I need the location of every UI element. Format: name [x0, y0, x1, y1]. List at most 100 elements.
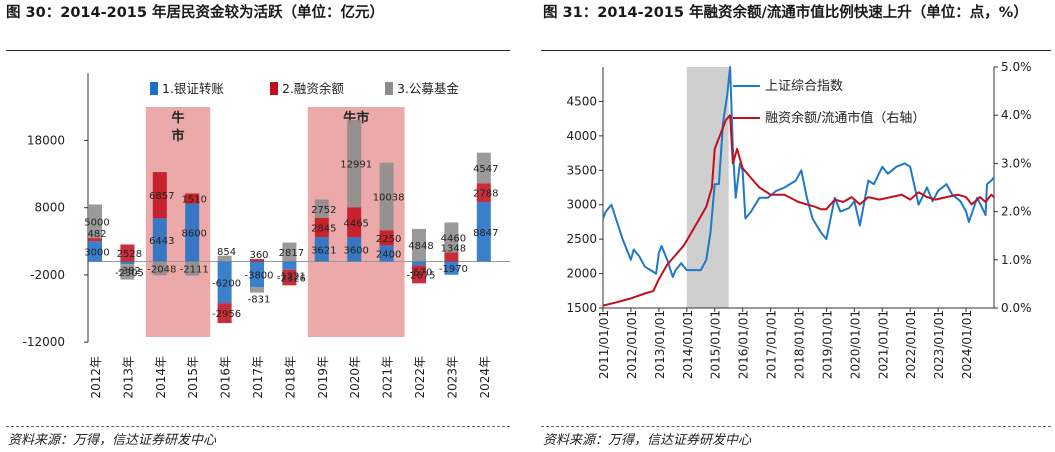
- bar-segment: [88, 204, 102, 239]
- bar-segment: [444, 252, 459, 262]
- left-y-tick-label: 4500: [566, 94, 597, 108]
- bar-segment: [412, 228, 426, 262]
- bar-data-label: 2817: [279, 248, 304, 259]
- bar-segment: [217, 255, 232, 262]
- bar-segment: [250, 259, 264, 262]
- left-y-tick-label: 2500: [566, 232, 597, 246]
- bar-segment: [282, 261, 297, 270]
- bar-segment: [185, 193, 200, 204]
- left-y-tick-label: 2000: [566, 267, 597, 281]
- bar-data-label: -2048: [147, 264, 176, 275]
- bar-segment: [120, 244, 135, 262]
- bar-data-label: 2400: [376, 249, 401, 260]
- bar-segment: [152, 261, 167, 276]
- bar-segment: [217, 261, 232, 304]
- bar-data-label: 1348: [441, 243, 466, 254]
- shaded-period: [686, 67, 729, 308]
- x-tick-label: 2018/01/01: [793, 310, 807, 379]
- bar-segment: [444, 261, 459, 275]
- bar-data-label: 3600: [343, 245, 368, 256]
- bar-data-label: -831: [248, 295, 271, 306]
- bar-segment: [88, 238, 102, 242]
- left-y-tick-label: 1500: [566, 301, 597, 315]
- bar-data-label: 4547: [473, 164, 498, 175]
- x-category-label: 2024年: [478, 356, 492, 399]
- x-category-label: 2017年: [251, 356, 265, 399]
- bar-data-label: 8600: [181, 229, 206, 240]
- bar-segment: [282, 242, 297, 262]
- bar-segment: [412, 261, 426, 266]
- bar-data-label: 3000: [84, 247, 109, 258]
- y-tick-label: -12000: [22, 335, 65, 349]
- right-y-tick-label: 4.0%: [1001, 108, 1032, 122]
- bar-data-label: -2111: [180, 265, 209, 276]
- bar-segment: [347, 119, 362, 208]
- legend-label: 1.银证转账: [162, 81, 224, 96]
- bar-data-label: 1510: [181, 195, 206, 206]
- bar-data-label: 2250: [376, 234, 401, 245]
- legend-swatch: [385, 82, 393, 95]
- legend-swatch: [150, 82, 158, 95]
- right-source-note: 资料来源：万得，信达证券研发中心: [543, 433, 752, 448]
- bar-segment: [314, 237, 329, 262]
- y-tick-label: 8000: [34, 201, 65, 215]
- left-y-tick-label: 3500: [566, 163, 597, 177]
- x-category-label: 2019年: [316, 356, 330, 399]
- bull-market-label: 市: [171, 128, 184, 144]
- bar-segment: [88, 241, 102, 262]
- right-y-tick-label: 1.0%: [1001, 253, 1032, 267]
- x-category-label: 2014年: [154, 356, 168, 399]
- right-y-tick-label: 5.0%: [1001, 60, 1032, 74]
- bar-data-label: -1221: [277, 272, 306, 283]
- bar-data-label: 854: [217, 247, 236, 258]
- x-tick-label: 2014/01/01: [681, 310, 695, 379]
- bar-segment: [185, 203, 200, 262]
- right-chart-title: 图 31：2014-2015 年融资余额/流通市值比例快速上升（单位：点，%）: [543, 5, 1028, 21]
- bar-data-label: 2752: [311, 205, 336, 216]
- bar-segment: [250, 287, 264, 293]
- bar-data-label: 8847: [473, 228, 498, 239]
- x-category-label: 2012年: [89, 356, 103, 399]
- x-tick-label: 2020/01/01: [848, 310, 862, 379]
- legend-swatch: [270, 82, 278, 95]
- bar-data-label: 482: [87, 229, 106, 240]
- legend-label: 融资余额/流通市值（右轴）: [765, 110, 925, 126]
- bar-data-label: -3800: [244, 270, 273, 281]
- bar-data-label: -2326: [277, 274, 306, 285]
- right-dual-axis-line-chart: 1500 2000 2500 3000 3500 4000 4500 0.0% 1.0% 2.0%…: [566, 60, 1032, 379]
- bar-segment: [314, 199, 329, 219]
- left-source-rule: [6, 426, 510, 427]
- bar-data-label: -6200: [212, 278, 241, 289]
- bar-segment: [217, 303, 232, 324]
- x-tick-label: 2016/01/01: [737, 310, 751, 379]
- left-stacked-bar-chart: 牛市牛市-12000-200080001800030004825000-3822…: [22, 73, 510, 399]
- x-category-label: 2013年: [121, 356, 135, 399]
- y-tick-label: 18000: [27, 133, 65, 147]
- bar-data-label: 2845: [311, 224, 336, 235]
- bar-segment: [444, 222, 459, 253]
- bar-data-label: 5000: [84, 217, 109, 228]
- series-line: [602, 114, 995, 307]
- x-category-label: 2015年: [186, 356, 200, 399]
- bar-data-label: 10038: [373, 192, 405, 203]
- bar-segment: [152, 172, 167, 219]
- right-y-tick-label: 2.0%: [1001, 205, 1032, 219]
- bar-data-label: 2788: [473, 189, 498, 200]
- x-tick-label: 2015/01/01: [709, 310, 723, 379]
- left-chart-title: 图 30：2014-2015 年居民资金较为活跃（单位：亿元）: [6, 5, 385, 21]
- bar-segment: [120, 261, 135, 265]
- bar-data-label: 12991: [340, 160, 372, 171]
- right-y-tick-label: 3.0%: [1001, 156, 1032, 170]
- bar-data-label: 2528: [117, 249, 142, 260]
- bar-segment: [476, 202, 491, 262]
- bar-segment: [476, 152, 491, 184]
- bar-segment: [379, 230, 394, 246]
- bar-data-label: -2305: [115, 268, 144, 279]
- bar-data-label: 6443: [149, 236, 174, 247]
- right-title-rule: [541, 50, 1051, 51]
- x-category-label: 2016年: [219, 356, 233, 399]
- bar-data-label: -2956: [212, 309, 241, 320]
- bar-segment: [250, 261, 264, 288]
- left-title-rule: [6, 50, 510, 51]
- bar-segment: [185, 261, 200, 276]
